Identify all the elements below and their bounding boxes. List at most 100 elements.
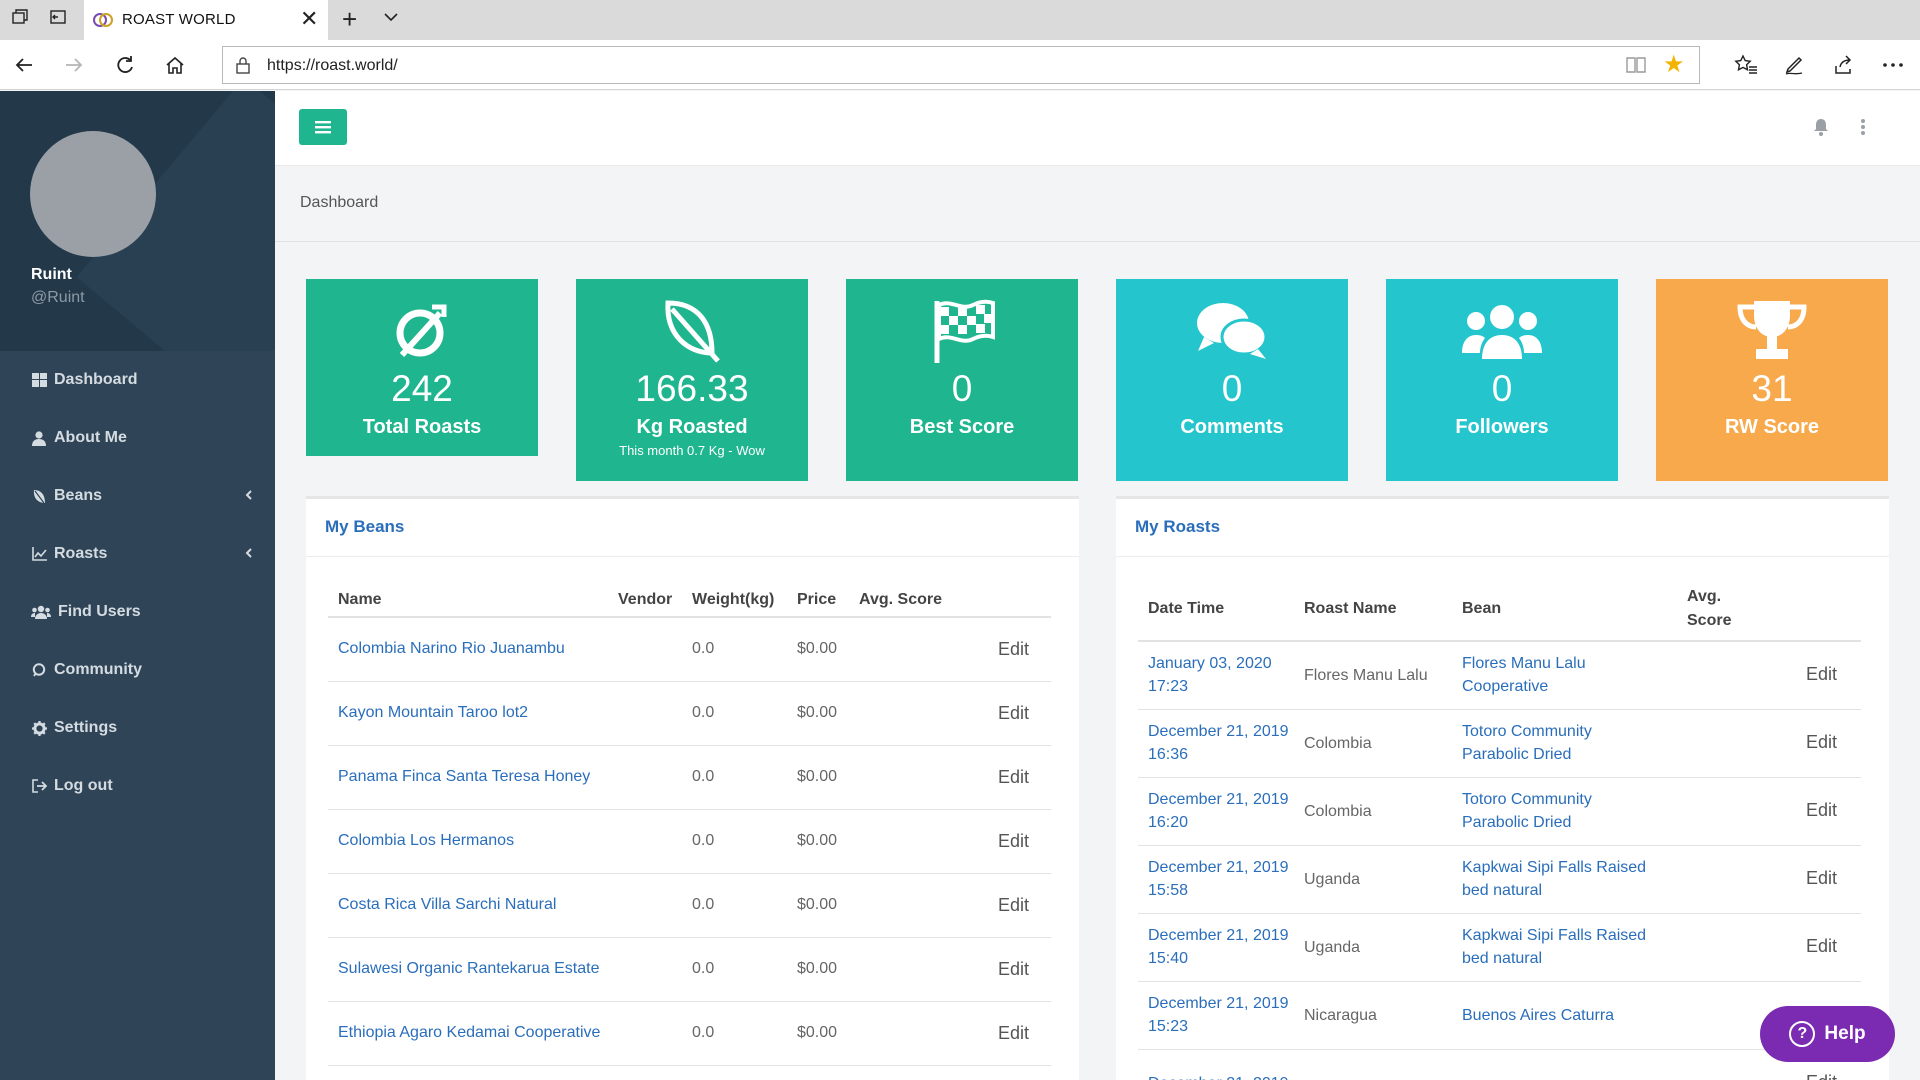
roast-bean-link[interactable]: Flores Manu Lalu Cooperative — [1462, 655, 1586, 696]
tab-actions-icon[interactable] — [8, 8, 32, 32]
stat-card-followers[interactable]: 0 Followers — [1386, 279, 1618, 481]
bean-name-link[interactable]: Ethiopia Agaro Kedamai Cooperative — [338, 1024, 601, 1041]
roast-date-link[interactable]: December 21, 2019 — [1148, 723, 1289, 740]
bean-name-link[interactable]: Colombia Narino Rio Juanambu — [338, 640, 565, 658]
bean-score-cell — [859, 1001, 979, 1066]
roast-date-link[interactable]: January 03, 2020 — [1148, 655, 1272, 673]
stat-card-comments[interactable]: 0 Comments — [1116, 279, 1348, 481]
edit-button[interactable]: Edit — [1806, 1072, 1837, 1080]
roast-bean-link[interactable]: Totoro Community Parabolic Dried — [1462, 791, 1592, 831]
sidebar-item-beans[interactable]: Beans — [0, 467, 275, 525]
back-icon[interactable] — [10, 51, 38, 79]
bean-weight: 0.0 — [692, 896, 715, 913]
sidebar-item-log-out[interactable]: Log out — [0, 757, 275, 815]
edit-button[interactable]: Edit — [1805, 936, 1837, 956]
stat-card-kg-roasted[interactable]: 166.33 Kg Roasted This month 0.7 Kg - Wo… — [576, 279, 808, 481]
avatar[interactable] — [30, 131, 156, 257]
forward-icon[interactable] — [60, 51, 88, 79]
roast-time-link[interactable]: 16:20 — [1148, 814, 1189, 831]
edit-button[interactable]: Edit — [997, 702, 1029, 723]
home-icon[interactable] — [161, 51, 189, 79]
roast-date-link[interactable]: December 21, 2019 — [1148, 1072, 1304, 1080]
roast-time-link[interactable]: 15:58 — [1148, 882, 1189, 899]
bean-name-link[interactable]: Kayon Mountain Taroo lot2 — [338, 704, 529, 721]
column-header[interactable]: Roast Name — [1304, 577, 1462, 642]
roast-date-link[interactable]: December 21, 2019 — [1148, 791, 1289, 808]
stat-card-best-score[interactable]: 0 Best Score — [846, 279, 1078, 481]
column-header[interactable]: Price — [797, 577, 859, 618]
help-button[interactable]: ? Help — [1760, 1006, 1895, 1062]
address-bar[interactable]: https://roast.world/ ★ — [222, 46, 1700, 84]
roast-date-link[interactable]: December 21, 2019 — [1148, 995, 1289, 1012]
pen-notes-icon[interactable] — [1780, 51, 1808, 79]
edit-button[interactable]: Edit — [1805, 732, 1837, 752]
roast-date-link[interactable]: December 21, 2019 — [1148, 927, 1289, 944]
bean-vendor-cell — [618, 809, 692, 874]
bean-score-cell — [859, 745, 979, 810]
stat-card-rw-score[interactable]: 31 RW Score — [1656, 279, 1888, 481]
roast-date-link[interactable]: December 21, 2019 — [1148, 859, 1289, 876]
edit-button[interactable]: Edit — [1805, 868, 1837, 888]
bean-price: $0.00 — [797, 640, 838, 658]
roast-time-link[interactable]: 17:23 — [1148, 678, 1189, 696]
edit-button[interactable]: Edit — [997, 830, 1029, 851]
column-header[interactable]: Avg. Score — [1687, 577, 1757, 642]
bean-weight-cell: 0.0 — [692, 873, 797, 938]
stat-label: Kg Roasted — [636, 416, 748, 438]
roast-bean-link[interactable]: Kapkwai Sipi Falls Raised bed natural — [1462, 859, 1647, 899]
roast-bean-link[interactable]: Totoro Community Parabolic Dried — [1462, 723, 1592, 763]
bean-name-link[interactable]: Panama Finca Santa Teresa Honey — [338, 768, 591, 785]
kebab-menu-icon[interactable] — [1860, 118, 1866, 141]
roast-time-link[interactable]: 15:40 — [1148, 950, 1189, 967]
roast-datetime-cell: December 21, 2019 16:20 — [1138, 777, 1304, 846]
edit-button[interactable]: Edit — [997, 894, 1029, 915]
edit-button[interactable]: Edit — [1805, 664, 1837, 685]
url-text[interactable]: https://roast.world/ — [267, 57, 398, 74]
set-aside-tabs-icon[interactable] — [46, 8, 70, 32]
roast-bean-link[interactable]: Kapkwai Sipi Falls Raised bed natural — [1462, 927, 1647, 967]
refresh-icon[interactable] — [111, 51, 139, 79]
bean-name-link[interactable]: Costa Rica Villa Sarchi Natural — [338, 896, 557, 913]
edit-button[interactable]: Edit — [1805, 800, 1837, 820]
sidebar-item-about-me[interactable]: About Me — [0, 409, 275, 467]
reading-view-icon[interactable] — [1625, 55, 1647, 80]
roast-time-link[interactable]: 15:23 — [1148, 1018, 1189, 1035]
edit-button-cell: Edit — [979, 681, 1051, 746]
sidebar-item-community[interactable]: Community — [0, 641, 275, 699]
bean-price: $0.00 — [797, 896, 838, 913]
roast-score-cell — [1687, 709, 1757, 778]
active-tab[interactable]: ROAST WORLD ✕ — [84, 0, 328, 40]
favorite-star-icon[interactable]: ★ — [1663, 51, 1685, 78]
menu-toggle-button[interactable] — [299, 109, 347, 145]
stat-card-total-roasts[interactable]: 242 Total Roasts — [306, 279, 538, 456]
column-header[interactable]: Bean — [1462, 577, 1687, 642]
favorites-list-icon[interactable] — [1732, 51, 1760, 79]
tab-list-chevron-icon[interactable] — [382, 8, 400, 31]
bean-name-link[interactable]: Sulawesi Organic Rantekarua Estate — [338, 960, 600, 977]
roast-name: Colombia — [1304, 802, 1372, 820]
edit-button[interactable]: Edit — [997, 638, 1029, 659]
sidebar-item-find-users[interactable]: Find Users — [0, 583, 275, 641]
edit-button[interactable]: Edit — [997, 766, 1029, 787]
column-header[interactable]: Avg. Score — [859, 577, 979, 618]
new-tab-icon[interactable]: + — [342, 4, 358, 34]
bean-weight: 0.0 — [692, 768, 715, 785]
roast-bean-link[interactable]: Buenos Aires Caturra — [1462, 1006, 1615, 1024]
sidebar-item-roasts[interactable]: Roasts — [0, 525, 275, 583]
share-icon[interactable] — [1829, 51, 1857, 79]
column-header[interactable]: Vendor — [618, 577, 692, 618]
tab-close-icon[interactable]: ✕ — [300, 6, 319, 31]
column-header[interactable]: Name — [328, 577, 618, 618]
more-options-icon[interactable] — [1879, 51, 1907, 79]
edit-button[interactable]: Edit — [997, 1022, 1029, 1043]
bean-price: $0.00 — [797, 832, 838, 849]
edit-button[interactable]: Edit — [997, 958, 1029, 979]
column-header[interactable]: Date Time — [1138, 577, 1304, 642]
roast-bean-cell: Totoro Community Parabolic Dried — [1462, 777, 1687, 846]
sidebar-item-settings[interactable]: Settings — [0, 699, 275, 757]
bean-name-link[interactable]: Colombia Los Hermanos — [338, 832, 515, 849]
column-header[interactable]: Weight(kg) — [692, 577, 797, 618]
roast-time-link[interactable]: 16:36 — [1148, 746, 1189, 763]
notifications-bell-icon[interactable] — [1813, 118, 1829, 141]
sidebar-item-dashboard[interactable]: Dashboard — [0, 351, 275, 409]
